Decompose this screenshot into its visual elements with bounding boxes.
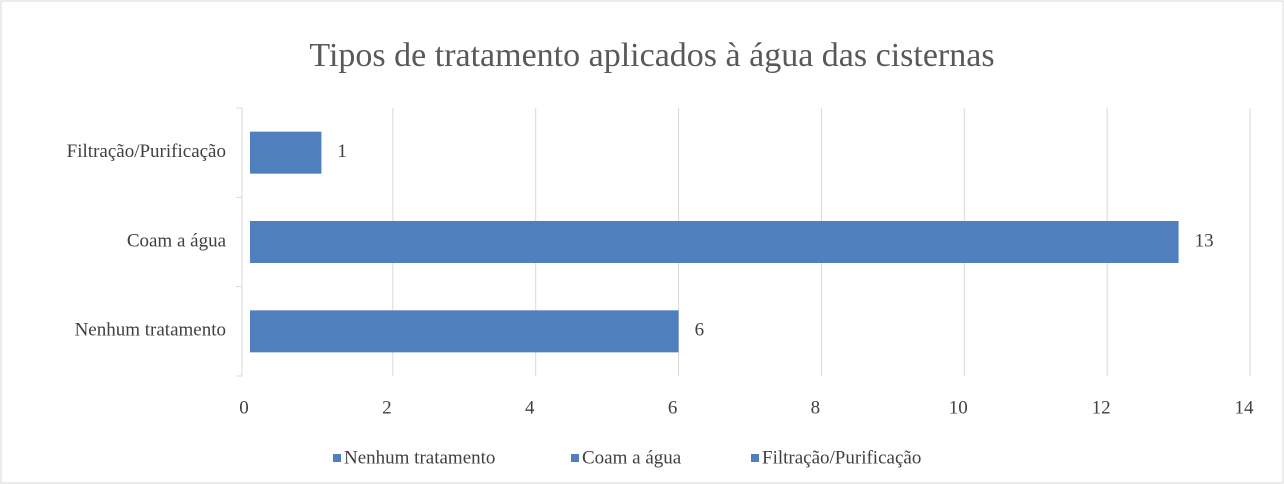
x-tick-label: 14: [1235, 397, 1255, 418]
bar: [250, 221, 1179, 263]
x-tick-label: 8: [811, 397, 821, 418]
legend-label: Filtração/Purificação: [762, 447, 921, 468]
x-tick-label: 2: [382, 397, 392, 418]
data-label: 13: [1195, 230, 1214, 251]
legend-swatch: [571, 454, 579, 462]
legend-swatch: [333, 454, 341, 462]
x-tick-label: 10: [949, 397, 968, 418]
y-tick-label: Filtração/Purificação: [67, 141, 226, 162]
x-tick-label: 4: [525, 397, 535, 418]
data-label: 1: [337, 141, 347, 162]
bar: [250, 310, 679, 353]
data-label: 6: [695, 320, 705, 341]
x-tick-label: 6: [668, 397, 678, 418]
legend-label: Nenhum tratamento: [344, 447, 495, 468]
chart-title: Tipos de tratamento aplicados à água das…: [309, 37, 994, 74]
legend-swatch: [751, 454, 759, 462]
legend-label: Coam a água: [582, 447, 682, 468]
y-tick-label: Coam a água: [127, 230, 227, 251]
bar: [250, 131, 322, 174]
x-tick-label: 12: [1092, 397, 1111, 418]
x-tick-label: 0: [239, 397, 249, 418]
y-tick-label: Nenhum tratamento: [75, 320, 226, 341]
